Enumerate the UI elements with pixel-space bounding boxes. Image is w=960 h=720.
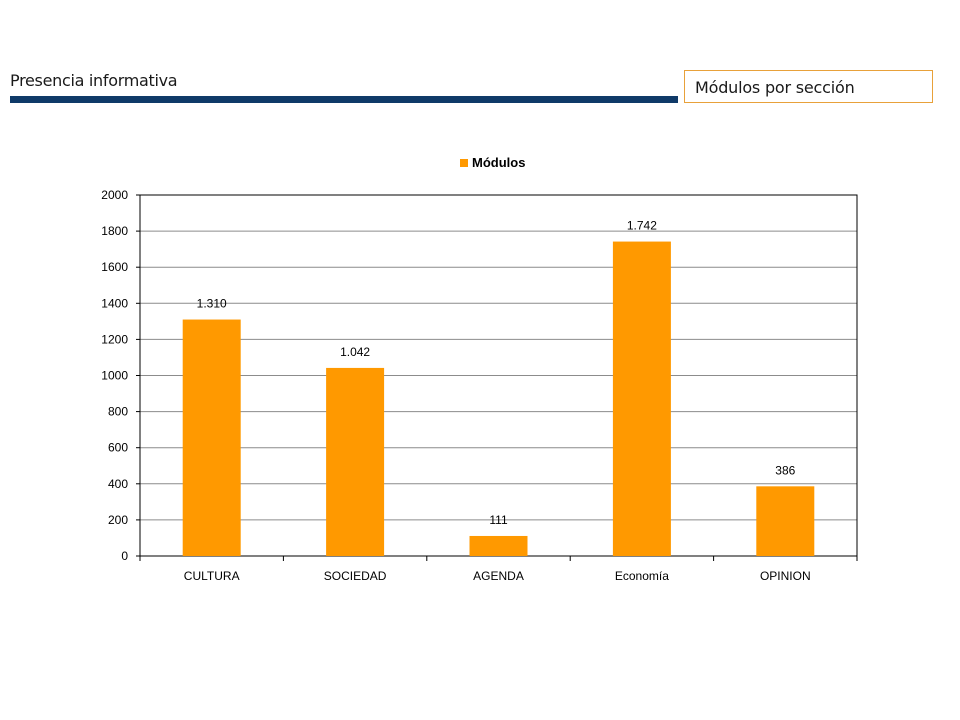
y-tick-label: 1200 bbox=[101, 332, 128, 346]
x-category-label: OPINION bbox=[760, 569, 811, 583]
x-category-label: CULTURA bbox=[184, 569, 240, 583]
x-category-label: Economía bbox=[615, 569, 669, 583]
data-label: 1.310 bbox=[197, 297, 227, 311]
page-title: Presencia informativa bbox=[10, 71, 178, 90]
legend-swatch bbox=[460, 159, 468, 167]
y-tick-label: 400 bbox=[108, 477, 128, 491]
y-tick-label: 1600 bbox=[101, 260, 128, 274]
header-divider-bar bbox=[10, 96, 678, 103]
y-tick-label: 1000 bbox=[101, 369, 128, 383]
y-tick-label: 2000 bbox=[101, 188, 128, 202]
section-label-box: Módulos por sección bbox=[684, 70, 933, 103]
data-label: 1.042 bbox=[340, 345, 370, 359]
y-tick-label: 0 bbox=[121, 549, 128, 563]
legend-label: Módulos bbox=[472, 155, 525, 170]
bar bbox=[469, 535, 528, 556]
x-category-label: AGENDA bbox=[473, 569, 524, 583]
data-label: 1.742 bbox=[627, 219, 657, 233]
data-label: 386 bbox=[775, 463, 795, 477]
bar bbox=[612, 241, 671, 556]
data-label: 111 bbox=[489, 513, 508, 527]
y-tick-label: 1800 bbox=[101, 224, 128, 238]
bar bbox=[756, 486, 815, 556]
y-tick-label: 1400 bbox=[101, 296, 128, 310]
y-tick-label: 200 bbox=[108, 513, 128, 527]
y-tick-label: 600 bbox=[108, 441, 128, 455]
bar bbox=[326, 367, 385, 556]
y-tick-label: 800 bbox=[108, 405, 128, 419]
x-category-label: SOCIEDAD bbox=[324, 569, 387, 583]
bar bbox=[182, 319, 241, 556]
